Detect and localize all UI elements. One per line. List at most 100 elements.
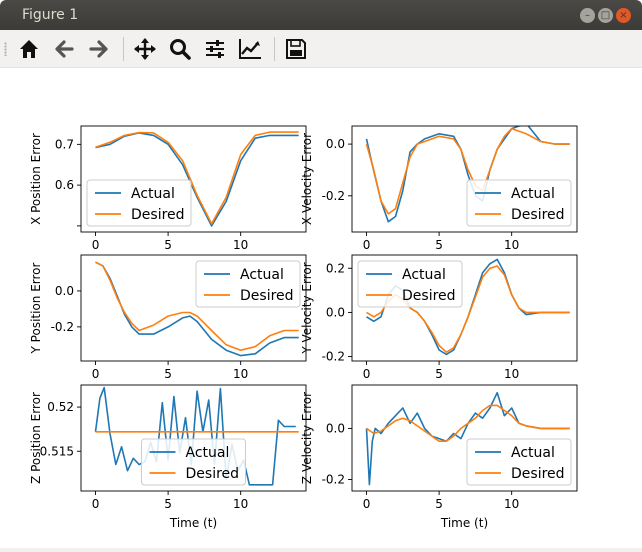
x-tick-label: 0 — [363, 238, 371, 252]
y-axis-label: Z Position Error — [29, 392, 43, 484]
x-tick-label: 10 — [233, 367, 248, 381]
x-tick-label: 5 — [164, 367, 172, 381]
legend-label: Desired — [511, 466, 565, 482]
figure-canvas[interactable]: 0 5 10 0.6 0.7 X Position Error Actual Desired 0… — [0, 68, 642, 548]
x-tick-label: 10 — [504, 238, 519, 252]
x-axis-label: Time (t) — [440, 516, 488, 530]
x-tick-label: 5 — [164, 497, 172, 511]
legend[interactable]: Actual Desired — [466, 438, 572, 486]
desired-series-line — [95, 131, 299, 225]
y-tick-label: 0.0 — [326, 137, 345, 151]
window-title: Figure 1 — [22, 7, 79, 23]
x-tick-label: 5 — [164, 238, 172, 252]
arrow-left-icon — [55, 40, 74, 58]
subplot-grid: 0 5 100.60.7X Position Error ActualDesired0… — [29, 125, 578, 530]
y-tick-label: -0.2 — [51, 320, 74, 334]
zvel-axes: 0 5 10 -0.2 0.0 Z Velocity Error Time (t) Actua… — [300, 384, 578, 530]
ypos-axes: 0 5 10 -0.2 0.0 Y Position Error Actual Desired — [29, 254, 307, 381]
desired-series-line — [365, 127, 570, 215]
x-tick-label: 0 — [92, 367, 100, 381]
legend[interactable]: Actual Desired — [466, 179, 572, 227]
legend-label: Actual — [402, 267, 446, 283]
y-axis-label: Z Velocity Error — [300, 392, 314, 484]
axes-frame — [351, 384, 578, 492]
zoom-button[interactable] — [166, 35, 194, 63]
legend-label: Desired — [240, 288, 294, 304]
axes-frame — [80, 125, 307, 233]
toolbar-separator — [274, 37, 275, 61]
floppy-disk-icon — [286, 39, 306, 59]
axes-frame — [351, 125, 578, 233]
yvel-axes: 0 5 10 -0.2 0.0 0.2 Y Velocity Error Actual Desi… — [300, 254, 578, 381]
maximize-button[interactable]: □ — [598, 8, 613, 23]
y-axis-label: Y Velocity Error — [300, 262, 314, 354]
legend-label: Actual — [186, 445, 230, 461]
y-tick-label: -0.2 — [322, 350, 345, 364]
y-tick-label: 0.52 — [47, 400, 74, 414]
x-tick-label: 0 — [363, 497, 371, 511]
x-tick-label: 0 — [363, 367, 371, 381]
legend[interactable]: Actual Desired — [357, 260, 463, 308]
toolbar-grip[interactable] — [4, 42, 7, 56]
x-tick-label: 10 — [233, 497, 248, 511]
xvel-axes: 0 5 10 -0.2 0.0 X Velocity Error Actual Desired — [300, 125, 578, 252]
legend-label: Actual — [511, 445, 555, 461]
x-tick-label: 10 — [233, 238, 248, 252]
title-bar[interactable]: Figure 1 – □ × — [0, 0, 642, 30]
legend-label: Desired — [511, 207, 565, 223]
x-tick-label: 5 — [435, 238, 443, 252]
legend[interactable]: Actual Desired — [195, 260, 301, 308]
minimize-button[interactable]: – — [580, 8, 595, 23]
move-icon — [134, 38, 156, 60]
y-tick-label: 0.0 — [326, 421, 345, 435]
toolbar-separator — [123, 37, 124, 61]
y-tick-label: 0.7 — [55, 137, 74, 151]
sliders-icon — [206, 40, 224, 58]
forward-button[interactable] — [85, 35, 113, 63]
y-tick-label: -0.2 — [322, 473, 345, 487]
home-icon — [20, 40, 38, 58]
axes-button[interactable] — [236, 35, 264, 63]
legend-label: Desired — [131, 207, 185, 223]
home-button[interactable] — [15, 35, 43, 63]
y-tick-label: 0.0 — [326, 305, 345, 319]
legend[interactable]: Actual Desired — [86, 179, 192, 227]
y-axis-label: X Velocity Error — [300, 133, 314, 225]
actual-series-line — [94, 386, 296, 486]
zpos-axes: 0 5 10 0.515 0.52 Z Position Error Time (t) Act… — [29, 384, 307, 530]
line-chart-icon — [239, 39, 261, 59]
x-tick-label: 10 — [504, 367, 519, 381]
navigation-toolbar — [0, 30, 642, 68]
x-tick-label: 0 — [92, 497, 100, 511]
desired-series-line — [95, 261, 299, 352]
arrow-right-icon — [89, 40, 108, 58]
y-axis-label: Y Position Error — [29, 262, 43, 354]
axes-frame — [80, 254, 307, 362]
y-tick-label: 0.515 — [40, 444, 74, 458]
legend-label: Actual — [240, 267, 284, 283]
pan-button[interactable] — [131, 35, 159, 63]
y-tick-label: -0.2 — [322, 189, 345, 203]
axes-frame — [351, 254, 578, 362]
close-button[interactable]: × — [616, 8, 631, 23]
y-tick-label: 0.6 — [55, 178, 74, 192]
legend-label: Desired — [186, 466, 240, 482]
x-axis-label: Time (t) — [169, 516, 217, 530]
subplots-button[interactable] — [201, 35, 229, 63]
axes-frame — [80, 384, 307, 492]
desired-series-line — [366, 404, 570, 443]
x-tick-label: 5 — [435, 497, 443, 511]
back-button[interactable] — [50, 35, 78, 63]
legend-label: Desired — [402, 288, 456, 304]
x-tick-label: 0 — [92, 238, 100, 252]
legend-label: Actual — [511, 186, 555, 202]
y-tick-label: 0.2 — [326, 261, 345, 275]
y-tick-label: 0.0 — [55, 284, 74, 298]
magnifier-icon — [170, 39, 191, 60]
save-button[interactable] — [282, 35, 310, 63]
xpos-axes: 0 5 10 0.6 0.7 X Position Error Actual Desired — [29, 125, 307, 252]
x-tick-label: 10 — [504, 497, 519, 511]
legend[interactable]: Actual Desired — [141, 438, 246, 486]
x-tick-label: 5 — [435, 367, 443, 381]
